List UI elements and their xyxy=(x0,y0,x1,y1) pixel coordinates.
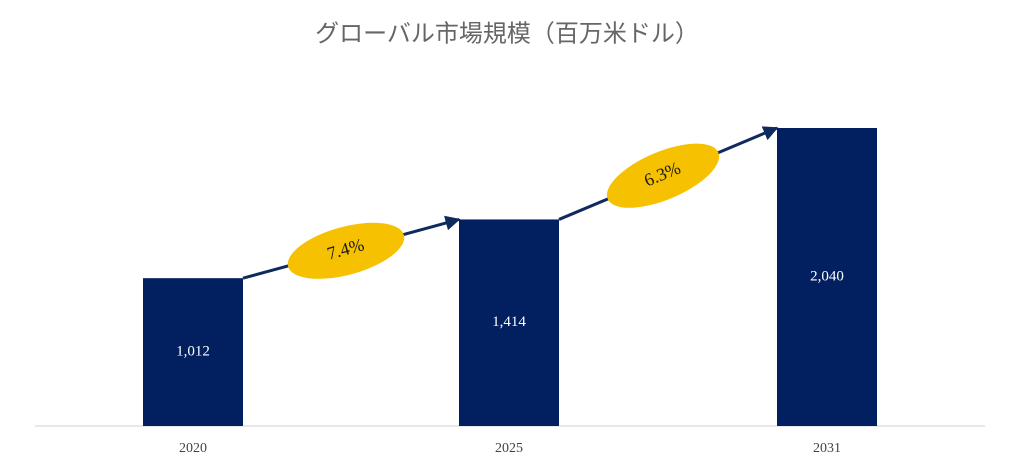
x-tick-label: 2031 xyxy=(813,441,841,456)
bar xyxy=(143,278,243,426)
value-label: 1,012 xyxy=(176,344,210,360)
bar xyxy=(459,219,559,426)
growth-badge xyxy=(287,222,405,279)
x-tick-label: 2025 xyxy=(495,441,523,456)
bar xyxy=(777,128,877,426)
value-label: 1,414 xyxy=(492,314,526,330)
value-label: 2,040 xyxy=(810,268,844,284)
growth-badge xyxy=(606,143,720,208)
chart-title: グローバル市場規模（百万米ドル） xyxy=(315,21,699,48)
x-tick-label: 2020 xyxy=(179,441,207,456)
